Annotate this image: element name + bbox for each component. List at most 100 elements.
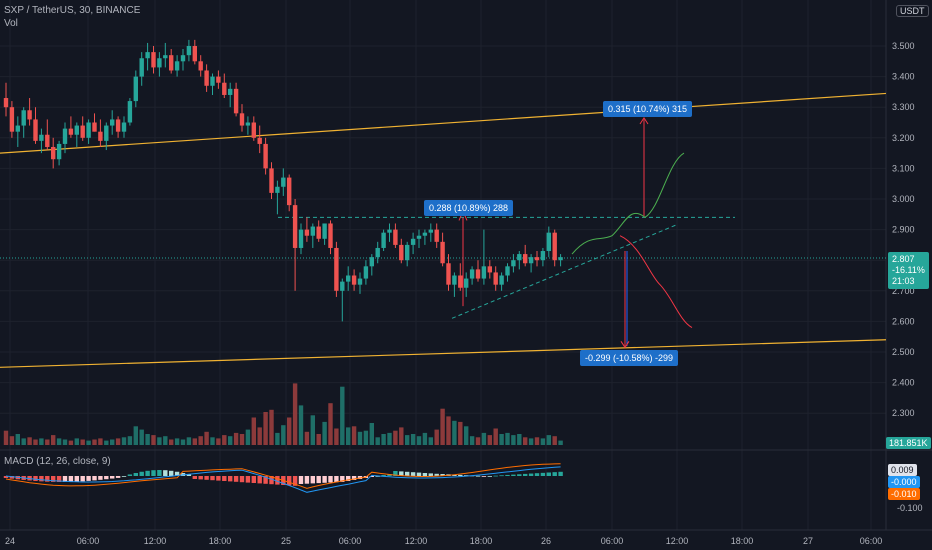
volume-bar: [186, 437, 192, 445]
macd-histogram-bar: [186, 474, 192, 476]
volume-bar: [104, 440, 109, 445]
candle-body: [121, 122, 127, 132]
volume-bar: [239, 434, 245, 445]
time-tick-label: 18:00: [731, 536, 754, 546]
volume-bar: [139, 429, 144, 445]
volume-bar: [192, 438, 197, 445]
macd-histogram-bar: [287, 476, 292, 486]
macd-line: [5, 466, 561, 493]
currency-unit[interactable]: USDT: [896, 5, 929, 17]
candle-body: [251, 122, 256, 138]
macd-histogram-bar: [487, 476, 492, 477]
macd-tick-label: -0.100: [897, 503, 923, 513]
time-tick-label: 18:00: [209, 536, 232, 546]
candle-body: [9, 107, 15, 132]
candle-body: [239, 113, 245, 126]
volume-bar: [210, 437, 215, 445]
macd-histogram-bar: [493, 475, 498, 477]
candle-body: [440, 241, 445, 264]
candle-body: [139, 58, 144, 77]
macd-histogram-bar: [428, 473, 433, 476]
volume-bar: [15, 434, 20, 445]
macd-histogram-bar: [369, 476, 374, 477]
macd-histogram-bar: [304, 476, 310, 484]
macd-histogram-bar: [104, 476, 109, 480]
pattern-height-label[interactable]: 0.288 (10.89%) 288: [424, 200, 514, 216]
macd-histogram-bar: [263, 476, 268, 484]
candle-body: [393, 229, 398, 245]
candle-body: [428, 229, 433, 233]
macd-histogram-bar: [458, 474, 463, 476]
time-tick-label: 06:00: [601, 536, 624, 546]
volume-bar: [68, 440, 74, 445]
volume-bar: [322, 421, 327, 445]
candle-body: [92, 122, 97, 132]
volume-bar: [487, 435, 492, 445]
volume-bar: [334, 428, 339, 445]
candle-body: [169, 55, 174, 71]
price-tick-label: 3.000: [892, 194, 915, 204]
upper-trendline: [0, 92, 887, 154]
target-up-label[interactable]: 0.315 (10.74%) 315: [603, 101, 693, 117]
volume-bar: [458, 421, 463, 445]
volume-bar: [469, 436, 475, 445]
volume-bar: [21, 438, 26, 445]
candle-body: [434, 229, 439, 242]
macd-histogram-bar: [528, 473, 534, 476]
macd-label: MACD (12, 26, close, 9): [4, 456, 111, 467]
macd-histogram-bar: [45, 476, 50, 482]
candle-body: [505, 266, 510, 276]
lower-trendline: [0, 339, 887, 368]
volume-bar: [133, 426, 138, 445]
volume-bar: [74, 438, 79, 445]
macd-histogram-bar: [310, 476, 315, 484]
volume-bar: [198, 436, 203, 445]
volume-bar: [511, 435, 516, 445]
target-down-arrowhead: [620, 341, 630, 349]
macd-histogram-bar: [416, 472, 422, 476]
macd-histogram-bar: [540, 472, 546, 476]
volume-bar: [316, 434, 321, 445]
price-tick-label: 2.500: [892, 347, 915, 357]
volume-bar: [45, 439, 50, 445]
time-tick-label: 18:00: [470, 536, 493, 546]
volume-bar: [517, 434, 522, 445]
volume-bar: [275, 432, 280, 445]
macd-histogram-bar: [68, 476, 74, 482]
macd-histogram-bar: [39, 476, 44, 482]
macd-histogram-bar: [204, 476, 209, 480]
volume-bar: [434, 429, 439, 445]
volume-bar: [298, 405, 304, 445]
volume-bar: [269, 409, 274, 445]
volume-bar: [540, 438, 546, 445]
macd-histogram-bar: [169, 470, 174, 476]
last-price-badge: 2.807 -16.11% 21:03: [888, 252, 929, 289]
candle-body: [228, 88, 233, 95]
last-price: 2.807: [892, 254, 915, 264]
macd-histogram-bar: [334, 476, 339, 483]
macd-histogram-bar: [145, 470, 150, 476]
candle-body: [369, 257, 374, 267]
macd-histogram-bar: [552, 472, 557, 476]
candle-body: [458, 275, 463, 288]
candle-body: [216, 76, 221, 83]
macd-histogram-bar: [546, 472, 551, 476]
macd-signal-badge: -0.010: [888, 488, 920, 500]
volume-bar: [481, 432, 487, 445]
volume-bar: [375, 437, 380, 445]
candle-body: [163, 55, 168, 59]
macd-histogram-bar: [51, 476, 56, 482]
macd-histogram-bar: [481, 476, 487, 477]
candle-body: [334, 247, 339, 291]
candle-body: [322, 223, 327, 239]
target-down-label[interactable]: -0.299 (-10.58%) -299: [580, 350, 679, 366]
candle-body: [127, 101, 133, 123]
volume-bar: [56, 438, 62, 445]
macd-histogram-bar: [393, 471, 398, 476]
volume-bar: [27, 437, 32, 445]
volume-bar: [145, 434, 150, 445]
macd-histogram-bar: [74, 476, 79, 482]
macd-histogram-bar: [133, 473, 138, 476]
macd-histogram-bar: [434, 473, 439, 476]
